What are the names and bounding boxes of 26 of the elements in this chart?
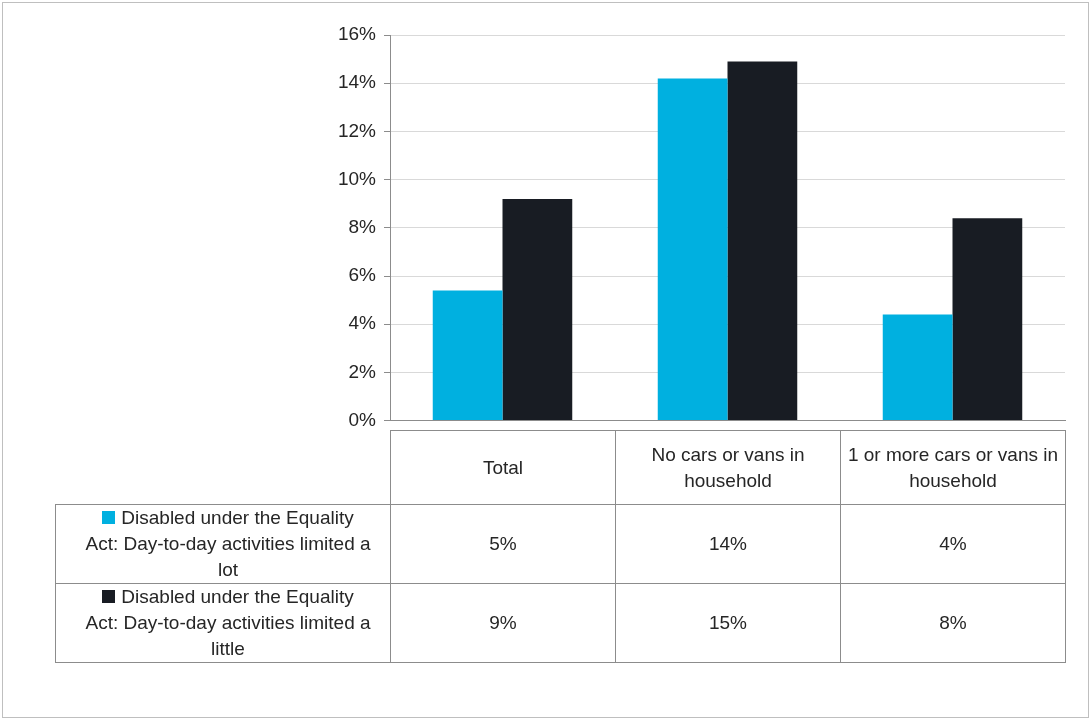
y-tick-label: 14% — [337, 71, 377, 93]
x-tick-label: 1 or more cars or vans in household — [840, 430, 1066, 505]
data-label: 15% — [615, 583, 841, 663]
bar — [727, 61, 798, 421]
y-tick-label: 0% — [348, 408, 377, 430]
data-label: 14% — [615, 504, 841, 584]
y-tick-label: 16% — [337, 23, 377, 45]
y-tick-label: 2% — [348, 360, 377, 382]
y-tick-label: 4% — [348, 312, 377, 334]
bar — [502, 198, 573, 421]
y-tick-label: 12% — [337, 119, 377, 141]
y-tick-label: 8% — [348, 216, 377, 238]
y-tick-label: 6% — [348, 264, 377, 286]
data-label: 4% — [840, 504, 1066, 584]
legend-label: Disabled under the Equality Act: Day-to-day activities limited a little — [55, 583, 391, 663]
y-tick-label: 10% — [337, 167, 377, 189]
bar — [882, 314, 953, 421]
bar — [432, 290, 503, 421]
bar — [657, 78, 728, 421]
data-label: 8% — [840, 583, 1066, 663]
x-tick-label: Total — [390, 430, 616, 505]
legend-label: Disabled under the Equality Act: Day-to-day activities limited a lot — [55, 504, 391, 584]
x-tick-label: No cars or vans in household — [615, 430, 841, 505]
data-label: 9% — [390, 583, 616, 663]
bar — [952, 218, 1023, 421]
data-label: 5% — [390, 504, 616, 584]
